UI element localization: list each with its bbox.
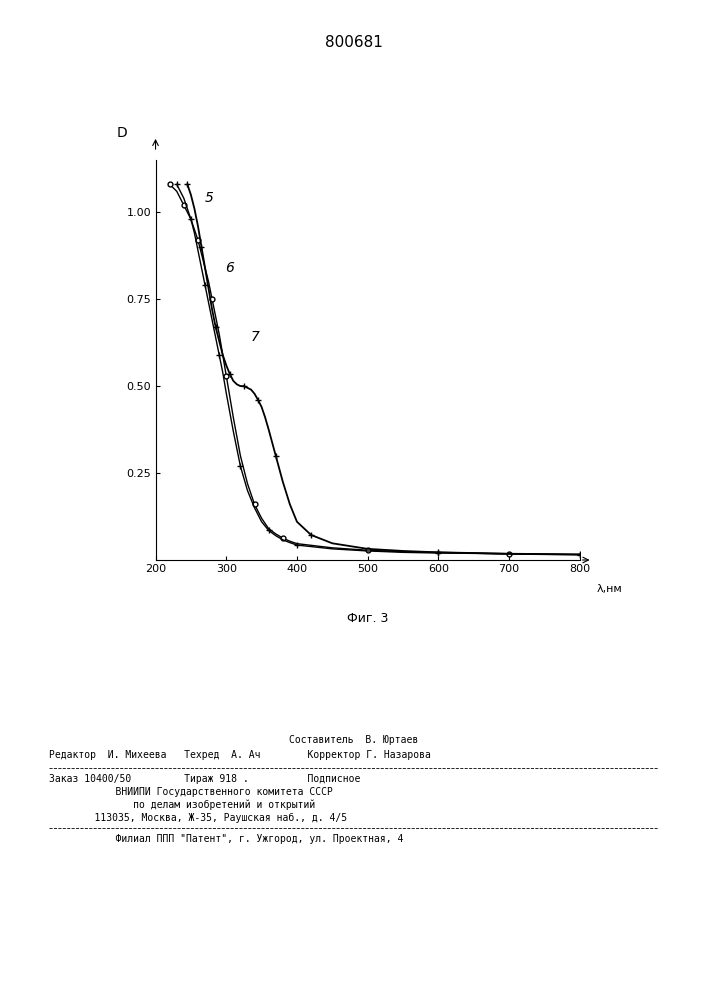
Text: Заказ 10400/50         Тираж 918 .          Подписное: Заказ 10400/50 Тираж 918 . Подписное <box>49 774 361 784</box>
Text: 5: 5 <box>205 191 214 205</box>
Text: Фиг. 3: Фиг. 3 <box>347 612 388 625</box>
Text: D: D <box>116 126 127 140</box>
Text: 6: 6 <box>225 261 234 275</box>
Text: 7: 7 <box>251 330 260 344</box>
Text: Составитель  В. Юртаев: Составитель В. Юртаев <box>289 735 418 745</box>
Text: ВНИИПИ Государственного комитета СССР: ВНИИПИ Государственного комитета СССР <box>92 787 333 797</box>
Text: λ,нм: λ,нм <box>597 584 622 594</box>
Text: 800681: 800681 <box>325 35 382 50</box>
Text: Редактор  И. Михеева   Техред  А. Ач        Корректор Г. Назарова: Редактор И. Михеева Техред А. Ач Коррект… <box>49 750 431 760</box>
Text: 113035, Москва, Ж-35, Раушская наб., д. 4/5: 113035, Москва, Ж-35, Раушская наб., д. … <box>71 813 347 823</box>
Text: по делам изобретений и открытий: по делам изобретений и открытий <box>92 800 315 810</box>
Text: Филиал ППП "Патент", г. Ужгород, ул. Проектная, 4: Филиал ППП "Патент", г. Ужгород, ул. Про… <box>92 834 403 844</box>
